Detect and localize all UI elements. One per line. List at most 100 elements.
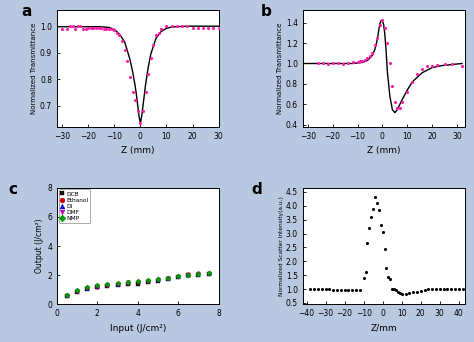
Point bbox=[459, 286, 466, 292]
Point bbox=[163, 24, 170, 29]
Point bbox=[384, 274, 392, 279]
Point bbox=[144, 277, 152, 283]
Point bbox=[447, 286, 455, 292]
Point bbox=[354, 60, 361, 65]
Point bbox=[154, 277, 162, 282]
Point bbox=[114, 282, 121, 288]
Point bbox=[108, 26, 116, 31]
Point bbox=[371, 195, 379, 200]
Point bbox=[124, 279, 131, 285]
Point bbox=[137, 120, 144, 126]
Point bbox=[396, 105, 403, 110]
Point bbox=[126, 74, 134, 79]
Y-axis label: Output (J/cm²): Output (J/cm²) bbox=[36, 219, 45, 273]
Point bbox=[134, 279, 142, 285]
Point bbox=[184, 272, 192, 277]
Point bbox=[134, 279, 142, 285]
Point bbox=[155, 30, 163, 36]
Point bbox=[322, 287, 329, 292]
Point bbox=[423, 63, 431, 68]
Point bbox=[215, 25, 222, 30]
Point bbox=[318, 287, 326, 292]
Point bbox=[63, 292, 71, 298]
X-axis label: Z (mm): Z (mm) bbox=[367, 146, 401, 155]
Point bbox=[383, 40, 391, 46]
Point bbox=[104, 281, 111, 287]
Point bbox=[82, 26, 90, 31]
Point bbox=[361, 58, 369, 63]
Point bbox=[139, 108, 147, 114]
Point bbox=[63, 293, 71, 298]
Point bbox=[402, 291, 410, 297]
Point bbox=[334, 61, 341, 66]
Point bbox=[121, 47, 128, 53]
Point bbox=[307, 286, 314, 292]
Point bbox=[95, 25, 102, 30]
Point bbox=[398, 291, 406, 297]
Point bbox=[114, 280, 121, 286]
Point bbox=[184, 273, 192, 278]
Point bbox=[329, 287, 337, 292]
Point bbox=[205, 271, 212, 276]
Point bbox=[134, 279, 142, 284]
Point bbox=[425, 287, 432, 292]
Point bbox=[104, 282, 111, 287]
Point bbox=[63, 294, 71, 299]
Point bbox=[87, 25, 95, 30]
Point bbox=[345, 288, 352, 293]
Point bbox=[195, 272, 202, 277]
Point bbox=[58, 26, 66, 31]
Point bbox=[144, 278, 152, 284]
Point bbox=[379, 229, 386, 235]
Point bbox=[389, 83, 396, 89]
Point bbox=[314, 286, 322, 292]
Point bbox=[367, 214, 375, 220]
Point bbox=[392, 288, 400, 293]
Point bbox=[386, 61, 393, 66]
Point bbox=[329, 61, 337, 66]
Point bbox=[93, 283, 101, 288]
Point bbox=[131, 98, 139, 103]
Point bbox=[124, 58, 131, 63]
Point bbox=[369, 206, 377, 211]
Point bbox=[403, 89, 411, 95]
Point bbox=[310, 286, 318, 292]
Point bbox=[333, 287, 341, 292]
Point bbox=[377, 222, 384, 228]
Point bbox=[90, 25, 97, 30]
X-axis label: Z (mm): Z (mm) bbox=[121, 146, 155, 155]
Point bbox=[375, 207, 383, 213]
Point bbox=[394, 289, 401, 294]
Point bbox=[365, 225, 373, 231]
Point bbox=[379, 18, 386, 23]
Point bbox=[73, 288, 81, 293]
Point bbox=[154, 276, 162, 282]
Point bbox=[114, 281, 121, 286]
Point bbox=[134, 108, 142, 114]
Point bbox=[116, 33, 123, 38]
Point bbox=[174, 274, 182, 279]
Point bbox=[72, 26, 79, 31]
Point bbox=[440, 287, 447, 292]
Point bbox=[344, 61, 351, 66]
Point bbox=[152, 33, 160, 38]
Point bbox=[129, 90, 137, 95]
Point bbox=[362, 270, 369, 275]
Point bbox=[142, 90, 149, 95]
Point bbox=[371, 42, 379, 48]
Point bbox=[373, 200, 381, 206]
Point bbox=[399, 100, 406, 105]
Point bbox=[374, 35, 381, 41]
Point bbox=[174, 273, 182, 278]
Point bbox=[205, 271, 212, 276]
Point bbox=[174, 274, 182, 280]
Point bbox=[110, 27, 118, 33]
Point bbox=[205, 271, 212, 276]
Point bbox=[419, 66, 426, 71]
Point bbox=[73, 289, 81, 295]
Point bbox=[184, 273, 192, 278]
Point bbox=[444, 286, 451, 292]
Point bbox=[83, 285, 91, 291]
Point bbox=[199, 25, 207, 30]
Text: a: a bbox=[21, 4, 32, 19]
